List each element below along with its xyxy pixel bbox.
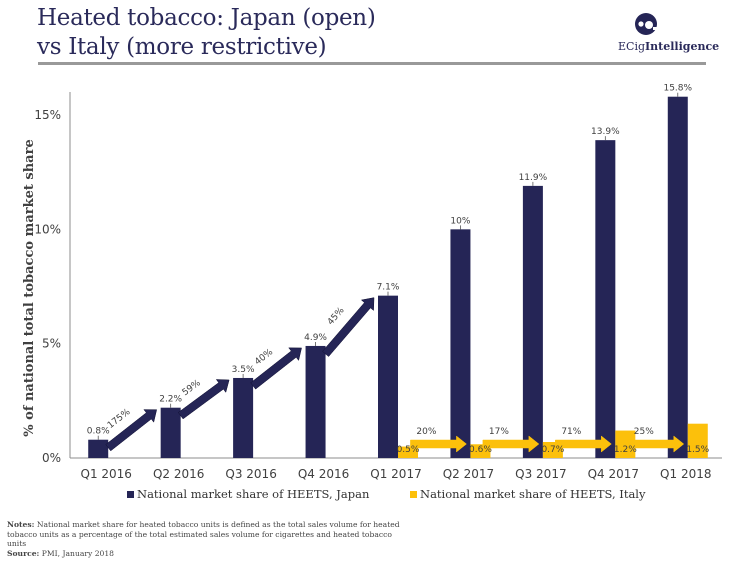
growth-arrow-italy-shape	[555, 435, 612, 453]
growth-arrow-japan-group: 45%	[322, 297, 375, 357]
growth-arrow-japan-shape	[177, 379, 230, 420]
y-axis-ticks: 0% 5% 10% 15%	[34, 108, 61, 465]
y-axis-label: % of national total tobacco market share	[22, 139, 37, 436]
growth-arrow-japan-shape	[322, 297, 375, 357]
growth-arrow-italy-group: 17%	[482, 427, 540, 453]
bar-italy	[398, 446, 418, 458]
notes-text: National market share for heated tobacco…	[7, 520, 400, 549]
bar-italy	[615, 430, 636, 458]
bar-japan	[233, 377, 254, 458]
growth-label-italy: 20%	[416, 427, 436, 437]
growth-label-italy: 25%	[634, 427, 654, 437]
bar-japan	[667, 96, 688, 458]
x-tick-label: Q1 2016	[81, 467, 132, 481]
growth-arrow-italy-group: 71%	[555, 427, 612, 453]
data-label-italy: 1.5%	[686, 445, 709, 455]
growth-arrow-italy-shape	[410, 435, 467, 453]
data-label-japan: 10%	[450, 216, 470, 226]
bar-japan	[522, 185, 543, 458]
legend-label-japan: National market share of HEETS, Japan	[137, 487, 370, 501]
legend-label-italy: National market share of HEETS, Italy	[420, 487, 646, 501]
legend-item-japan: National market share of HEETS, Japan	[127, 487, 369, 501]
brand-logo: ECigIntelligence	[618, 10, 738, 60]
bar-japan	[595, 140, 616, 459]
x-tick-label: Q3 2017	[515, 467, 566, 481]
growth-label-japan: 45%	[326, 305, 347, 327]
growth-arrow-italy-group: 20%	[410, 427, 467, 453]
growth-arrow-italy-shape	[627, 435, 685, 453]
y-tick-label: 0%	[42, 451, 61, 465]
title-line-2: vs Italy (more restrictive)	[37, 34, 327, 60]
logo-suffix: Intelligence	[645, 40, 720, 53]
growth-arrow-japan-shape	[105, 409, 157, 452]
y-tick-label: 10%	[34, 222, 61, 236]
y-tick-label: 5%	[42, 337, 61, 351]
growth-arrow-japan-shape	[250, 347, 302, 390]
y-axis-label-group: % of national total tobacco market share	[22, 139, 37, 436]
data-labels: 0.8% 2.2% 3.5% 4.9% 7.1% 0.5% 10% 0.6% 11.9% 0.7%…	[87, 84, 710, 455]
growth-label-italy: 71%	[561, 427, 581, 437]
title-divider	[38, 62, 706, 65]
source-text: PMI, January 2018	[41, 548, 115, 558]
growth-label-japan: 59%	[181, 378, 203, 398]
title-line-1: Heated tobacco: Japan (open)	[37, 5, 376, 31]
bar-chart: % of national total tobacco market share…	[22, 84, 722, 481]
bar-japan	[160, 407, 181, 458]
logo-prefix: ECig	[618, 40, 646, 53]
data-label-japan: 4.9%	[304, 333, 327, 343]
growth-label-italy: 17%	[489, 427, 509, 437]
chart-title: Heated tobacco: Japan (open) vs Italy (m…	[37, 4, 376, 62]
x-tick-label: Q2 2017	[443, 467, 494, 481]
notes-label: Notes:	[7, 520, 35, 529]
growth-arrow-japan-group: 59%	[177, 378, 230, 420]
data-label-japan: 7.1%	[377, 283, 400, 293]
bar-japan	[88, 439, 109, 458]
data-label-japan: 0.8%	[87, 427, 110, 437]
growth-arrow-italy-group: 25%	[627, 427, 685, 453]
data-label-japan: 13.9%	[591, 127, 620, 137]
x-tick-label: Q4 2016	[298, 467, 349, 481]
growth-arrow-italy-shape	[482, 435, 540, 453]
legend-swatch-italy	[410, 490, 417, 498]
data-label-italy: 1.2%	[614, 445, 637, 455]
growth-label-japan: 40%	[253, 347, 275, 367]
source-label: Source:	[7, 548, 40, 558]
x-axis-ticks: Q1 2016 Q2 2016 Q3 2016 Q4 2016 Q1 2017 Q2 20…	[81, 467, 712, 481]
data-label-japan: 2.2%	[159, 395, 182, 405]
data-label-japan: 11.9%	[519, 173, 548, 183]
bar-italy	[687, 423, 708, 458]
x-tick-label: Q1 2018	[660, 467, 711, 481]
x-tick-label: Q1 2017	[370, 467, 421, 481]
data-label-italy: 0.7%	[541, 445, 564, 455]
growth-arrow-japan-group: 40%	[250, 347, 302, 390]
logo-wordmark: ECigIntelligence	[618, 40, 719, 53]
x-tick-label: Q2 2016	[153, 467, 204, 481]
bar-japan	[378, 295, 398, 458]
x-tick-label: Q4 2017	[588, 467, 639, 481]
legend-swatch-japan	[127, 490, 134, 498]
data-label-italy: 0.6%	[469, 445, 492, 455]
data-label-japan: 15.8%	[663, 84, 692, 94]
x-tick-label: Q3 2016	[225, 467, 276, 481]
data-label-italy: 0.5%	[397, 445, 420, 455]
bar-japan	[450, 229, 471, 458]
y-tick-label: 15%	[34, 108, 61, 122]
ecig-intelligence-logo-icon	[635, 13, 658, 35]
growth-arrow-japan-group: 175%	[105, 407, 157, 452]
bars	[88, 96, 708, 459]
data-label-japan: 3.5%	[232, 365, 255, 375]
chart-notes: Notes: National market share for heated …	[7, 520, 407, 558]
legend-item-italy: National market share of HEETS, Italy	[410, 487, 645, 501]
bar-japan	[305, 345, 326, 458]
